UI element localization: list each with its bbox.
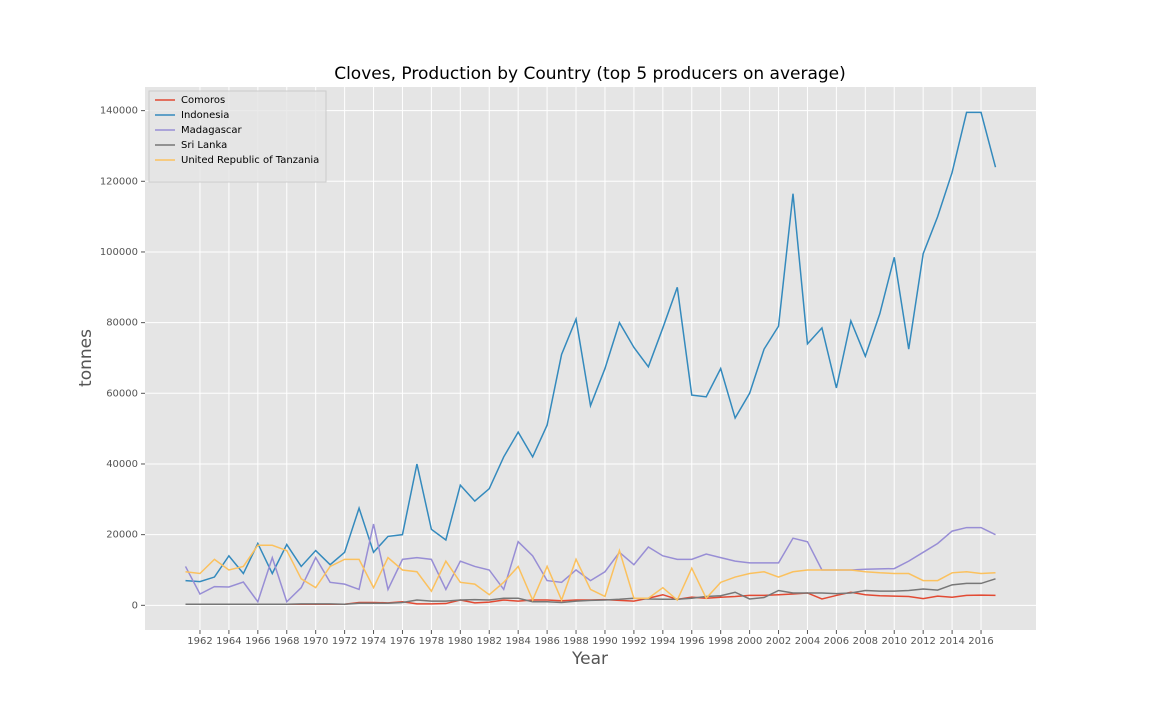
series-line	[184, 523, 996, 604]
x-tick-label: 2000	[737, 636, 762, 647]
legend-label: Indonesia	[181, 110, 229, 121]
x-tick-label: 2010	[882, 636, 907, 647]
x-tick-label: 1998	[708, 636, 733, 647]
x-axis-label: Year	[571, 649, 608, 669]
x-tick-label: 2006	[824, 636, 849, 647]
y-tick-label: 40000	[106, 459, 138, 470]
legend-label: Sri Lanka	[181, 140, 227, 151]
series-line	[185, 111, 997, 583]
x-tick-label: 1972	[332, 636, 357, 647]
x-tick-label: 1970	[303, 636, 328, 647]
x-tick-label: 1966	[245, 636, 270, 647]
y-tick-label: 140000	[100, 106, 138, 117]
x-tick-label: 1984	[505, 636, 530, 647]
x-tick-label: 2014	[939, 636, 964, 647]
x-tick-label: 1978	[419, 636, 444, 647]
x-tick-label: 1988	[563, 636, 588, 647]
chart-title: Cloves, Production by Country (top 5 pro…	[334, 64, 846, 84]
x-tick-label: 1964	[216, 636, 241, 647]
legend-label: Comoros	[181, 95, 225, 106]
legend-label: Madagascar	[181, 125, 243, 136]
y-axis-label: tonnes	[76, 329, 96, 387]
legend-label: United Republic of Tanzania	[181, 155, 319, 166]
series-line	[185, 544, 996, 603]
y-tick-label: 100000	[100, 247, 138, 258]
x-tick-label: 2016	[968, 636, 993, 647]
x-tick-label: 1974	[361, 636, 386, 647]
x-tick-label: 2012	[910, 636, 935, 647]
x-tick-label: 2002	[766, 636, 791, 647]
x-tick-label: 1968	[274, 636, 299, 647]
x-tick-label: 1986	[534, 636, 559, 647]
x-tick-label: 1980	[448, 636, 473, 647]
legend-box	[148, 90, 327, 183]
x-tick-label: 1994	[650, 636, 675, 647]
x-tick-label: 1976	[390, 636, 415, 647]
x-tick-label: 1962	[187, 636, 212, 647]
x-tick-label: 2008	[853, 636, 878, 647]
x-tick-label: 1992	[621, 636, 646, 647]
y-tick-label: 20000	[106, 530, 138, 541]
series-line	[185, 578, 996, 606]
x-tick-label: 2004	[795, 636, 820, 647]
x-tick-label: 1990	[592, 636, 617, 647]
y-tick-label: 120000	[100, 176, 138, 187]
x-tick-label: 1982	[477, 636, 502, 647]
y-tick-label: 60000	[106, 388, 138, 399]
y-tick-label: 80000	[106, 318, 138, 329]
x-tick-label: 1996	[679, 636, 704, 647]
y-tick-label: 0	[132, 600, 138, 611]
